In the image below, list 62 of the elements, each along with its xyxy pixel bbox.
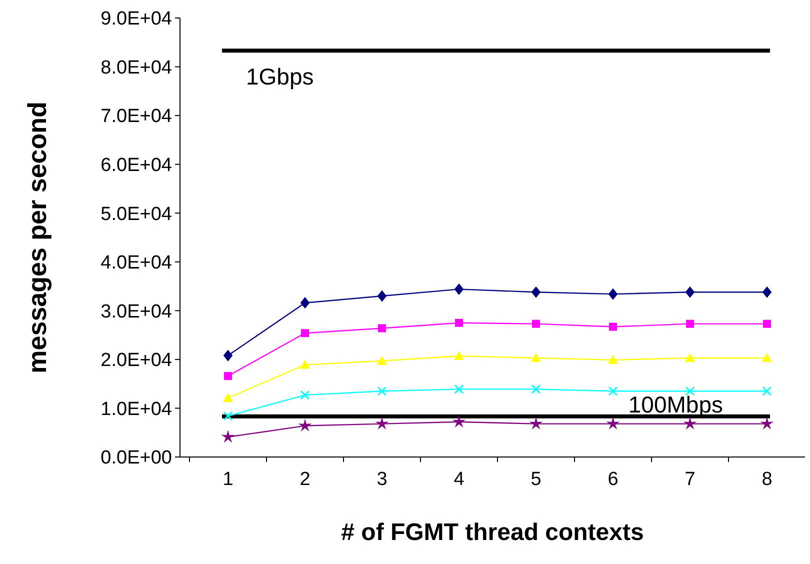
y-tick-label: 4.0E+04: [100, 252, 172, 274]
point: [530, 418, 542, 429]
point: [532, 320, 540, 328]
point: [761, 418, 773, 429]
point: [222, 431, 234, 442]
point: [223, 411, 233, 421]
point: [763, 320, 771, 328]
point: [300, 297, 310, 308]
ref-line-label: 1Gbps: [246, 64, 314, 90]
y-tick-label: 3.0E+04: [100, 301, 172, 322]
x-axis-title: # of FGMT thread contexts: [341, 519, 644, 546]
x-tick-label: 4: [454, 469, 465, 490]
point: [454, 284, 464, 295]
point: [224, 372, 232, 380]
y-tick-label: 9.0E+04: [100, 8, 172, 30]
point: [685, 386, 695, 396]
y-tick-label: 0.0E+00: [100, 448, 172, 469]
point: [531, 352, 541, 362]
y-tick-label: 8.0E+04: [100, 57, 172, 78]
x-tick-label: 7: [684, 469, 696, 490]
point: [377, 386, 387, 396]
point: [377, 356, 387, 365]
point: [762, 286, 772, 298]
y-axis-title: messages per second: [22, 102, 52, 374]
y-tick-label: 2.0E+04: [100, 350, 172, 372]
x-tick-label: 3: [376, 469, 388, 490]
point: [762, 386, 772, 396]
point: [532, 286, 540, 298]
y-tick-label: 1.0E+04: [100, 398, 172, 420]
x-tick-label: 8: [762, 469, 772, 490]
point: [224, 350, 232, 362]
point: [453, 416, 465, 427]
point: [608, 386, 618, 396]
point: [378, 324, 386, 332]
y-tick-label: 5.0E+04: [100, 204, 172, 225]
point: [686, 286, 694, 298]
point: [762, 352, 772, 362]
point: [376, 418, 388, 429]
x-tick-label: 6: [608, 469, 618, 490]
x-tick-label: 1: [222, 469, 234, 490]
point: [531, 384, 541, 394]
x-tick-label: 2: [300, 469, 310, 490]
point: [609, 322, 617, 331]
point: [608, 288, 618, 300]
point: [300, 390, 310, 400]
ref-line-label: 100Mbps: [628, 391, 723, 418]
point: [684, 418, 696, 429]
y-tick-label: 6.0E+04: [100, 154, 172, 176]
y-tick-label: 7.0E+04: [100, 106, 172, 128]
point: [686, 320, 694, 328]
point: [608, 354, 618, 364]
point: [378, 290, 386, 302]
point: [455, 318, 463, 327]
point: [454, 351, 464, 360]
point: [299, 420, 311, 431]
point: [454, 384, 464, 394]
point: [607, 418, 619, 429]
point: [685, 352, 695, 362]
point: [223, 392, 233, 402]
x-tick-label: 5: [530, 469, 542, 490]
point: [301, 329, 309, 338]
point: [300, 360, 310, 369]
